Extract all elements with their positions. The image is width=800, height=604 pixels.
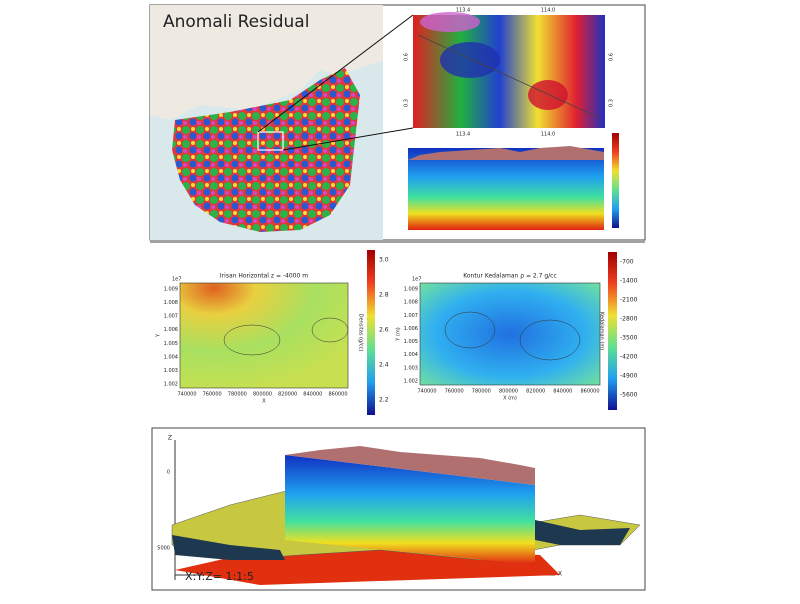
contour <box>444 311 496 349</box>
zoom-box <box>257 131 284 151</box>
colorbar-tick-label: -1400 <box>620 278 638 285</box>
x-tick-label: 800000 <box>499 389 518 395</box>
y-tick-label: 1.009 <box>164 287 178 293</box>
x-tick-label: 740000 <box>417 389 436 395</box>
colorbar-tick-label: 2.2 <box>379 397 389 404</box>
zoom-y-label: 0.6 <box>404 53 410 61</box>
y-tick-label: 1.007 <box>164 314 178 320</box>
topography <box>408 146 604 160</box>
zoom-line <box>282 127 414 151</box>
high <box>420 12 480 32</box>
y-tick-label: 1.008 <box>404 300 418 306</box>
zoom-anomaly <box>413 15 605 128</box>
exponent: 1e7 <box>172 277 181 283</box>
colorbar-tick-label: -4200 <box>620 354 638 361</box>
y-tick-label: 1.007 <box>404 313 418 319</box>
depth-contour <box>419 282 601 386</box>
y-tick-label: 1.006 <box>404 326 418 332</box>
x-tick-label: 780000 <box>228 392 247 398</box>
x-tick-label: 740000 <box>177 392 196 398</box>
x-label: X (m) <box>503 396 517 402</box>
density-colorbar <box>367 250 375 415</box>
x-tick-label: 800000 <box>253 392 272 398</box>
zoom-x-label: 114.0 <box>541 8 555 14</box>
x-tick-label: 840000 <box>303 392 322 398</box>
y-label: Y <box>156 333 162 338</box>
contour <box>311 317 349 343</box>
x-tick-label: 840000 <box>553 389 572 395</box>
section-x-label: 113.4 <box>456 132 470 138</box>
x-label: X <box>262 399 266 405</box>
land <box>150 5 383 120</box>
zoom-y-label: 0.3 <box>404 99 410 107</box>
x-tick-label: 820000 <box>278 392 297 398</box>
y-tick-label: 1.004 <box>404 352 418 358</box>
y-tick-label: 1.009 <box>404 287 418 293</box>
zoom-y-label: 0.3 <box>609 99 615 107</box>
colorbar-tick-label: -4900 <box>620 373 638 380</box>
colorbar-tick-label: -3500 <box>620 335 638 342</box>
colorbar-tick-label: 2.6 <box>379 327 389 334</box>
high <box>528 80 568 110</box>
colorbar-tick-label: -2800 <box>620 316 638 323</box>
colorbar-tick-label: 3.0 <box>379 257 389 264</box>
surface-underside <box>535 520 630 545</box>
plot-title: Irisan Horizontal z = -4000 m <box>220 273 308 280</box>
section-colorbar <box>612 133 619 228</box>
y-tick-label: 1.005 <box>404 339 418 345</box>
zoom-x-label: 113.4 <box>456 8 470 14</box>
x-tick-label: 820000 <box>526 389 545 395</box>
z-tick-label: 5000 <box>157 546 170 552</box>
depth-colorbar <box>608 252 617 410</box>
low <box>440 42 500 78</box>
y-tick-label: 1.004 <box>164 354 178 360</box>
section <box>408 148 604 230</box>
scale-label: X:Y:Z= 1:1:5 <box>185 570 254 583</box>
y-tick-label: 1.005 <box>164 341 178 347</box>
cross-section <box>285 455 535 565</box>
exponent: 1e7 <box>412 277 421 283</box>
colorbar-tick-label: 2.4 <box>379 362 389 369</box>
zoom-y-label: 0.6 <box>609 53 615 61</box>
x-tick-label: 760000 <box>445 389 464 395</box>
y-label: Y (m) <box>396 327 402 341</box>
topography-3d <box>285 446 535 485</box>
z-tick-label: 0 <box>167 470 170 476</box>
zoom-line <box>257 14 414 133</box>
colorbar-tick-label: -5600 <box>620 392 638 399</box>
y-tick-label: 1.003 <box>404 365 418 371</box>
colorbar-tick-label: 2.8 <box>379 292 389 299</box>
bottom-panel <box>151 427 646 591</box>
x-tick-label: 860000 <box>580 389 599 395</box>
plot-title: Kontur Kedalaman ρ = 2.7 g/cc <box>463 273 557 280</box>
colorbar-tick-label: -2100 <box>620 297 638 304</box>
contour <box>223 324 281 356</box>
section-x-label: 114.0 <box>541 132 555 138</box>
surface-underside <box>172 535 285 560</box>
y-tick-label: 1.003 <box>164 368 178 374</box>
y-tick-label: 1.002 <box>404 379 418 385</box>
x-tick-label: 780000 <box>472 389 491 395</box>
colorbar-label: Densitas (g/cc) <box>358 314 364 352</box>
colorbar-label: Kedalaman (m) <box>599 312 605 350</box>
profile-line <box>417 34 601 119</box>
horizontal-slice <box>179 282 349 389</box>
contour <box>519 319 581 361</box>
map-title: Anomali Residual <box>163 12 309 32</box>
x-axis-label: X <box>558 571 562 578</box>
y-tick-label: 1.008 <box>164 300 178 306</box>
y-tick-label: 1.006 <box>164 327 178 333</box>
x-tick-label: 860000 <box>328 392 347 398</box>
colorbar-tick-label: -700 <box>620 259 634 266</box>
z-axis-label: Z <box>168 435 172 442</box>
y-tick-label: 1.002 <box>164 382 178 388</box>
x-tick-label: 760000 <box>203 392 222 398</box>
